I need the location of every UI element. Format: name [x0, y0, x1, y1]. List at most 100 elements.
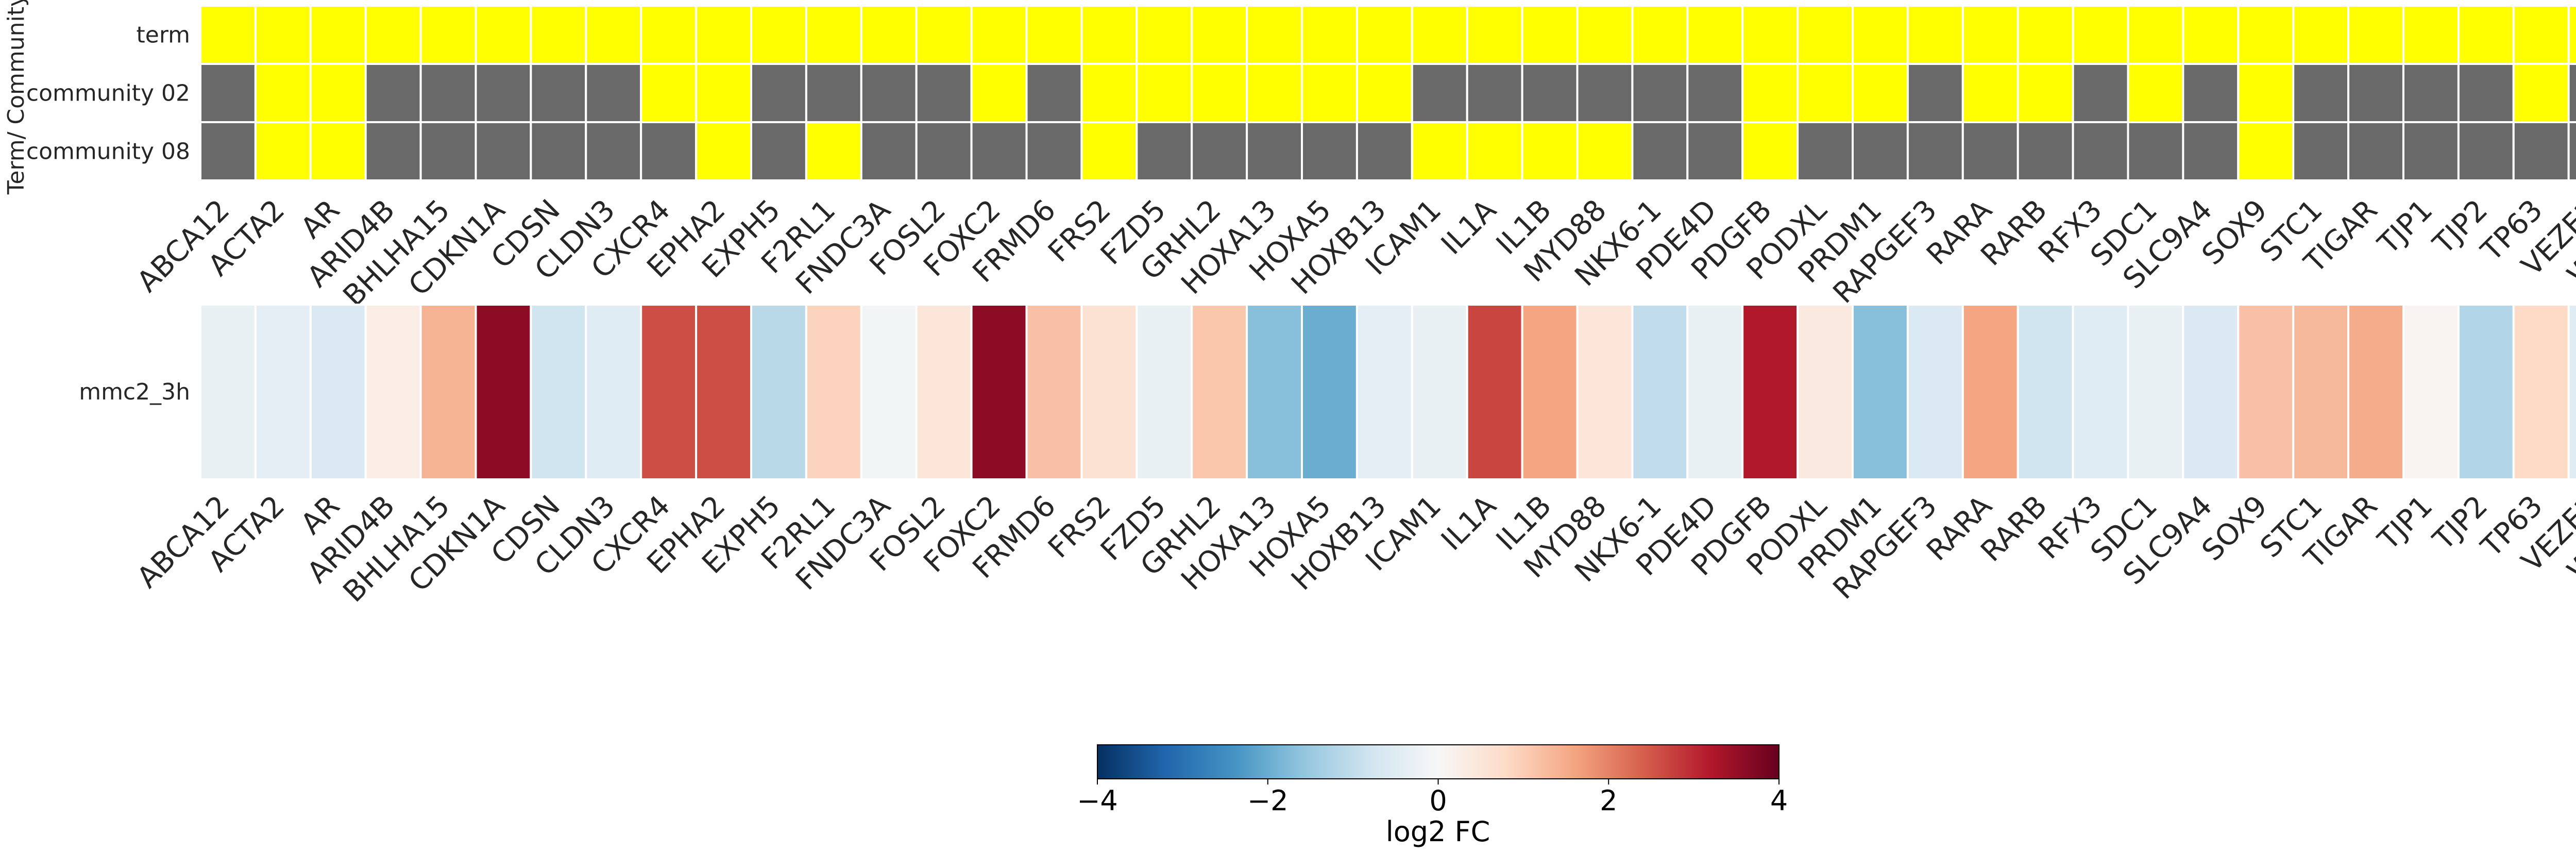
cell-community-02-CDKN1A	[474, 63, 532, 123]
cell-community-08-FRMD6	[1025, 121, 1083, 181]
cell-community-02-PODXL	[1797, 63, 1854, 123]
cell-mmc2_3h-AR	[309, 304, 367, 480]
cell-community-08-HOXA13	[1246, 121, 1303, 181]
cell-community-02-FOXC2	[970, 63, 1028, 123]
cell-mmc2_3h-PRDM1	[1852, 304, 1909, 480]
cell-mmc2_3h-SDC1	[2127, 304, 2184, 480]
colorbar: −4 −2 0 2 4 log2 FC	[1077, 744, 1788, 848]
cell-community-08-FRS2	[1080, 121, 1138, 181]
cell-community-02-IL1A	[1466, 63, 1523, 123]
cell-community-08-RFX3	[2072, 121, 2129, 181]
log2fc-row-labels: mmc2_3h	[79, 379, 190, 405]
cell-community-08-VEZF1	[2567, 121, 2576, 181]
cell-mmc2_3h-IL1B	[1521, 304, 1579, 480]
colorbar-tick-label: 4	[1770, 785, 1788, 817]
row-label: term	[137, 22, 191, 48]
cell-term-ACTA2	[254, 5, 312, 65]
cell-term-RFX3	[2072, 5, 2129, 65]
cell-term-RAPGEF3	[1906, 5, 1964, 65]
cell-mmc2_3h-SLC9A4	[2182, 304, 2240, 480]
cell-mmc2_3h-RARB	[2016, 304, 2074, 480]
cell-community-08-PDGFB	[1741, 121, 1799, 181]
cell-community-08-TIGAR	[2347, 121, 2405, 181]
cell-mmc2_3h-ARID4B	[364, 304, 422, 480]
cell-community-08-RARB	[2016, 121, 2074, 181]
cell-community-02-CLDN3	[585, 63, 642, 123]
log2fc-heatmap	[199, 304, 2576, 480]
cell-term-FRMD6	[1025, 5, 1083, 65]
cell-community-08-TJP1	[2402, 121, 2460, 181]
cell-mmc2_3h-FZD5	[1136, 304, 1193, 480]
cell-mmc2_3h-FNDC3A	[860, 304, 918, 480]
cell-mmc2_3h-HOXA13	[1246, 304, 1303, 480]
column-label: TJP1	[2371, 193, 2439, 261]
cell-community-08-CDKN1A	[474, 121, 532, 181]
column-label: IL1A	[1435, 193, 1503, 261]
cell-community-08-F2RL1	[805, 121, 862, 181]
cell-mmc2_3h-FRS2	[1080, 304, 1138, 480]
cell-community-02-CDSN	[530, 63, 587, 123]
cell-community-02-BHLHA15	[419, 63, 477, 123]
cell-community-02-VEZF1	[2567, 63, 2576, 123]
cell-term-TP63	[2512, 5, 2570, 65]
cell-term-RARA	[1961, 5, 2019, 65]
cell-mmc2_3h-EPHA2	[695, 304, 752, 480]
cell-community-08-EPHA2	[695, 121, 752, 181]
cell-community-02-FOSL2	[915, 63, 973, 123]
cell-community-02-RAPGEF3	[1906, 63, 1964, 123]
cell-community-08-SLC9A4	[2182, 121, 2240, 181]
row-label: community 02	[26, 80, 190, 107]
cell-term-IL1B	[1521, 5, 1579, 65]
cell-mmc2_3h-CLDN3	[585, 304, 642, 480]
cell-term-TJP2	[2457, 5, 2515, 65]
cell-mmc2_3h-EXPH5	[750, 304, 807, 480]
cell-community-02-SLC9A4	[2182, 63, 2240, 123]
cell-community-08-AR	[309, 121, 367, 181]
cell-mmc2_3h-PODXL	[1797, 304, 1854, 480]
cell-community-02-TJP2	[2457, 63, 2515, 123]
colorbar-gradient	[1097, 744, 1780, 779]
cell-community-08-FNDC3A	[860, 121, 918, 181]
colorbar-tick-label: −4	[1077, 785, 1118, 817]
cell-community-08-CDSN	[530, 121, 587, 181]
cell-term-FZD5	[1136, 5, 1193, 65]
cell-mmc2_3h-GRHL2	[1191, 304, 1248, 480]
cell-term-IL1A	[1466, 5, 1523, 65]
cell-mmc2_3h-STC1	[2292, 304, 2350, 480]
cell-term-TIGAR	[2347, 5, 2405, 65]
colorbar-ticks: −4 −2 0 2 4	[1077, 779, 1788, 817]
cell-term-FNDC3A	[860, 5, 918, 65]
membership-heatmap	[199, 5, 2576, 181]
cell-community-02-RFX3	[2072, 63, 2129, 123]
cell-term-SDC1	[2127, 5, 2184, 65]
cell-community-02-HOXA5	[1301, 63, 1358, 123]
row-label: community 08	[26, 139, 190, 165]
cell-community-02-RARB	[2016, 63, 2074, 123]
cell-community-08-TP63	[2512, 121, 2570, 181]
colorbar-tick-label: 0	[1429, 785, 1447, 817]
cell-mmc2_3h-HOXB13	[1355, 304, 1413, 480]
cell-term-SLC9A4	[2182, 5, 2240, 65]
cell-term-HOXB13	[1355, 5, 1413, 65]
cell-community-08-NKX6-1	[1631, 121, 1689, 181]
row-label: mmc2_3h	[79, 379, 190, 405]
cell-community-08-FOSL2	[915, 121, 973, 181]
cell-community-02-ICAM1	[1411, 63, 1468, 123]
cell-community-02-IL1B	[1521, 63, 1579, 123]
cell-term-VEZF1	[2567, 5, 2576, 65]
cell-mmc2_3h-PDGFB	[1741, 304, 1799, 480]
cell-mmc2_3h-FOXC2	[970, 304, 1028, 480]
cell-community-08-SOX9	[2237, 121, 2295, 181]
cell-community-02-NKX6-1	[1631, 63, 1689, 123]
cell-community-02-HOXA13	[1246, 63, 1303, 123]
cell-community-08-ARID4B	[364, 121, 422, 181]
cell-community-08-GRHL2	[1191, 121, 1248, 181]
column-label: SOX9	[2196, 193, 2274, 272]
cell-community-02-EPHA2	[695, 63, 752, 123]
cell-community-08-FZD5	[1136, 121, 1193, 181]
cell-community-02-EXPH5	[750, 63, 807, 123]
cell-community-02-STC1	[2292, 63, 2350, 123]
cell-community-08-ABCA12	[199, 121, 257, 181]
cell-mmc2_3h-RARA	[1961, 304, 2019, 480]
